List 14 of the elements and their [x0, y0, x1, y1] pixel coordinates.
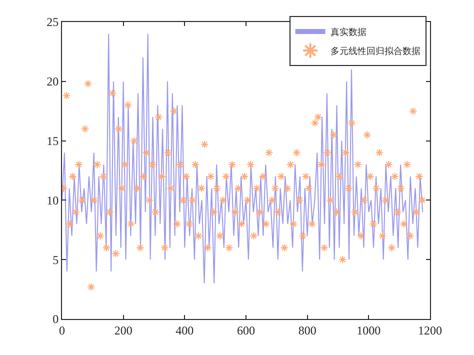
y-tick-label: 5	[52, 252, 59, 267]
x-tick-label: 200	[114, 323, 132, 338]
legend-label: 多元线性回归拟合数据	[330, 46, 420, 58]
y-tick-label: 25	[46, 15, 59, 30]
x-tick-label: 800	[298, 323, 316, 338]
y-tick-label: 20	[46, 74, 59, 89]
x-tick-label: 1000	[356, 323, 381, 338]
y-tick-label: 10	[46, 193, 59, 208]
x-tick-label: 400	[176, 323, 194, 338]
legend-label: 真实数据	[330, 27, 366, 38]
y-tick-label: 15	[46, 134, 59, 148]
x-tick-label: 600	[237, 323, 255, 338]
x-tick-label: 1200	[418, 323, 442, 338]
y-tick-label: 0	[52, 312, 59, 326]
